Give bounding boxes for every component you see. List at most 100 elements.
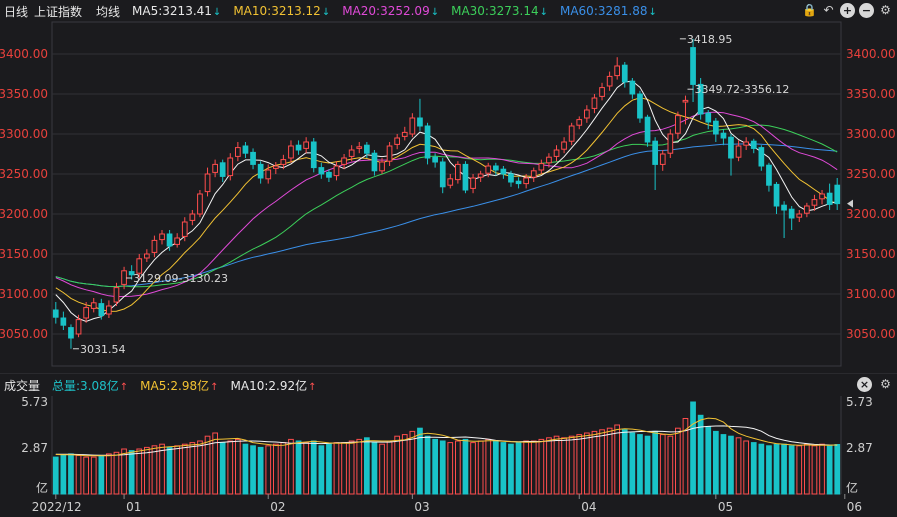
- candle-body: [394, 137, 400, 145]
- candle-up: [144, 249, 150, 262]
- candle-down: [728, 134, 734, 176]
- candle-up: [197, 190, 203, 218]
- volume-bar: [121, 448, 127, 495]
- candle-up: [735, 140, 742, 162]
- volume-bar: [713, 430, 719, 495]
- candle-body: [401, 131, 408, 137]
- volume-bar: [758, 443, 765, 495]
- undo-icon[interactable]: ↶: [823, 3, 834, 17]
- candle-up: [530, 167, 537, 182]
- candle-up: [606, 71, 613, 91]
- candle-body: [485, 165, 492, 174]
- candle-body: [166, 233, 173, 247]
- candle-body: [280, 159, 287, 165]
- volume-bar: [644, 435, 651, 495]
- volume-bar: [629, 432, 636, 495]
- candle-up: [811, 194, 818, 211]
- candle-body: [310, 141, 317, 169]
- candle-down: [637, 90, 643, 123]
- volume-bar: [432, 438, 438, 495]
- volume-bar: [439, 440, 446, 495]
- candle-down: [371, 150, 378, 176]
- candle-body: [113, 287, 120, 303]
- candle-body: [52, 309, 59, 318]
- volume-bar: [675, 427, 681, 495]
- candle-down: [826, 183, 833, 210]
- volume-bar: [788, 445, 795, 495]
- ma-legend-item[interactable]: MA5:3213.41↓: [132, 4, 222, 18]
- candle-down: [128, 265, 135, 280]
- candle-down: [250, 148, 256, 170]
- ma30-line: [55, 124, 838, 288]
- candle-body: [750, 140, 757, 149]
- volume-bar: [288, 438, 294, 495]
- volume-bar: [189, 442, 196, 495]
- candle-down: [515, 177, 522, 189]
- candle-up: [288, 140, 294, 163]
- gear-icon[interactable]: ⚙: [880, 3, 891, 17]
- candle-down: [690, 38, 696, 102]
- period-selector[interactable]: 日线: [4, 4, 29, 19]
- candle-body: [576, 119, 583, 126]
- candle-body: [515, 180, 522, 185]
- candle-down: [417, 98, 423, 131]
- ma-legend-item[interactable]: MA30:3273.14↓: [451, 4, 548, 18]
- volume-bar: [553, 435, 560, 495]
- volume-bar: [409, 430, 416, 495]
- plus-circle-icon[interactable]: +: [840, 3, 855, 18]
- volume-title[interactable]: 成交量: [4, 378, 41, 393]
- gear-icon[interactable]: ⚙: [880, 377, 891, 391]
- y-tick-label-right: 3150.00: [846, 247, 896, 261]
- candle-body: [629, 80, 636, 95]
- candle-up: [212, 159, 219, 178]
- candle-up: [273, 162, 279, 174]
- ma-legend-item[interactable]: MA10:3213.12↓: [233, 4, 331, 18]
- close-circle-icon[interactable]: ×: [857, 377, 872, 392]
- lock-icon[interactable]: 🔒: [802, 3, 817, 17]
- candle-body: [144, 253, 150, 259]
- candle-body: [667, 133, 674, 154]
- volume-toolbar: × ⚙: [857, 377, 893, 392]
- candle-up: [796, 210, 803, 222]
- ma-indicator-title[interactable]: 均线: [96, 4, 121, 19]
- y-tick-label-right: 3050.00: [846, 327, 896, 341]
- candle-body: [265, 169, 272, 180]
- candle-up: [151, 235, 158, 258]
- candle-up: [394, 134, 400, 150]
- candle-body: [326, 171, 332, 178]
- volume-bar: [144, 446, 150, 495]
- volume-bar: [826, 445, 833, 495]
- y-tick-label-left: 3150.00: [0, 247, 48, 261]
- volume-bar: [128, 450, 135, 495]
- x-tick-label: 03: [414, 500, 429, 514]
- volume-bar: [796, 445, 803, 495]
- minus-circle-icon[interactable]: −: [859, 3, 874, 18]
- volume-bar: [136, 448, 143, 495]
- y-tick-label-right: 3200.00: [846, 207, 896, 221]
- ma-legend-item[interactable]: MA20:3252.09↓: [342, 4, 440, 18]
- candle-body: [189, 213, 196, 221]
- candle-down: [508, 170, 514, 187]
- security-name[interactable]: 上证指数: [34, 4, 83, 19]
- candle-body: [728, 136, 734, 159]
- price-annotation: 3418.95: [687, 33, 733, 46]
- candle-body: [690, 47, 696, 85]
- volume-bar: [584, 432, 590, 495]
- candle-body: [493, 165, 499, 171]
- y-tick-label-left: 3250.00: [0, 167, 48, 181]
- candle-up: [90, 298, 97, 313]
- candle-up: [538, 159, 545, 174]
- candle-up: [83, 302, 90, 323]
- ma-legend-item[interactable]: MA60:3281.88↓: [559, 4, 657, 18]
- volume-bar: [652, 430, 658, 495]
- candle-body: [599, 87, 605, 97]
- y-tick-label-left: 3400.00: [0, 47, 48, 61]
- candle-down: [758, 145, 765, 171]
- volume-bar: [219, 442, 226, 495]
- candle-body: [682, 99, 689, 103]
- candle-down: [242, 142, 249, 158]
- candle-up: [743, 137, 749, 150]
- volume-y-tick-right: 5.73: [846, 395, 873, 409]
- candle-body: [462, 163, 469, 191]
